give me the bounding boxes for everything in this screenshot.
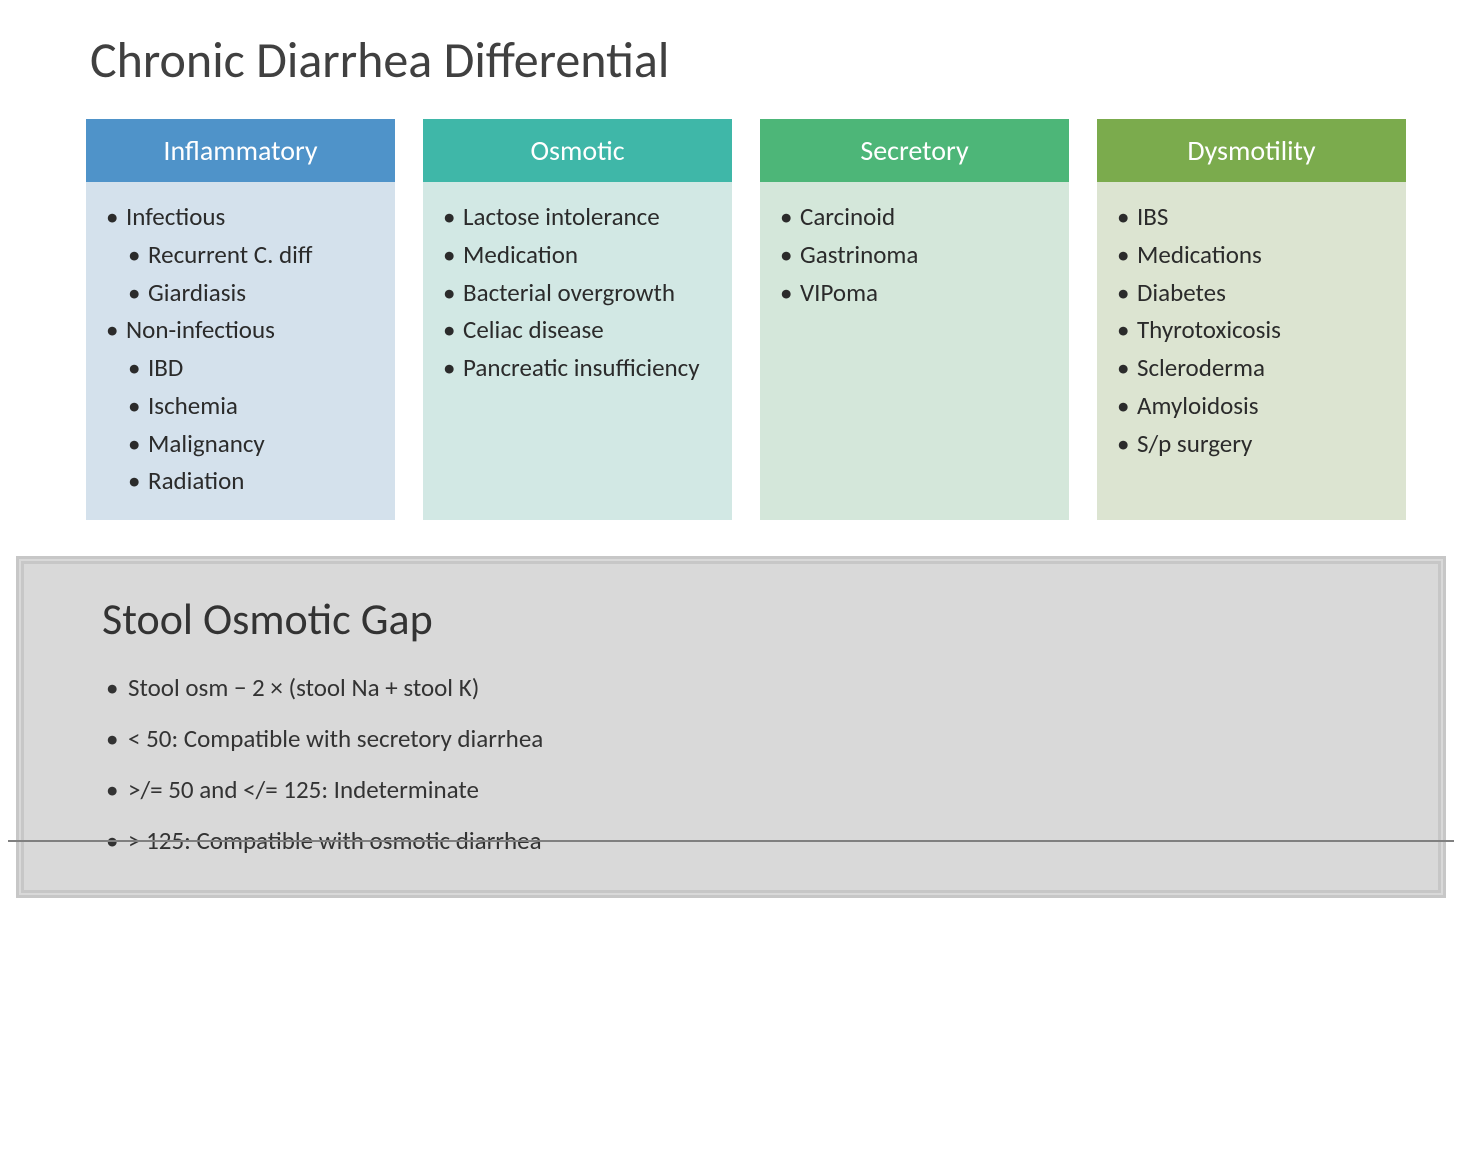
info-list-item: >/= 50 and </= 125: Indeterminate	[102, 774, 1378, 805]
list-item: IBS	[1115, 200, 1394, 234]
list-item: Malignancy	[126, 427, 383, 461]
list-item: Ischemia	[126, 389, 383, 423]
category-column: Secretory Carcinoid Gastrinoma VIPoma	[760, 119, 1069, 520]
list-item-label: Scleroderma	[1137, 352, 1265, 383]
column-list: Lactose intolerance Medication Bacterial o…	[441, 200, 720, 385]
list-item-label: Medication	[463, 239, 578, 270]
list-item-label: Diabetes	[1137, 277, 1226, 308]
info-list-item: Stool osm − 2 × (stool Na + stool K)	[102, 672, 1378, 703]
list-item: Infectious Recurrent C. diff Giardiasis	[104, 200, 383, 309]
list-item: S/p surgery	[1115, 427, 1394, 461]
list-item-label: Medications	[1137, 239, 1262, 270]
list-item: Giardiasis	[126, 276, 383, 310]
column-body: InfectiousRecurrent C. diffGiardiasisNon…	[86, 182, 395, 520]
list-item: Medication	[441, 238, 720, 272]
list-item: Recurrent C. diff	[126, 238, 383, 272]
list-item-label: Amyloidosis	[1137, 390, 1259, 421]
column-list: Carcinoid Gastrinoma VIPoma	[778, 200, 1057, 309]
column-body: Lactose intolerance Medication Bacterial o…	[423, 182, 732, 520]
column-body: Carcinoid Gastrinoma VIPoma	[760, 182, 1069, 520]
info-box-title: Stool Osmotic Gap	[102, 592, 1378, 646]
list-item: Medications	[1115, 238, 1394, 272]
list-item: VIPoma	[778, 276, 1057, 310]
list-item-label: Lactose intolerance	[463, 201, 660, 232]
list-item-label: Bacterial overgrowth	[463, 277, 675, 308]
list-item: Thyrotoxicosis	[1115, 313, 1394, 347]
column-body: IBS Medications Diabetes Thyrotoxicosis Scle…	[1097, 182, 1406, 520]
list-item-label: Non-infectious	[126, 314, 275, 345]
list-item-label: Pancreatic insufficiency	[463, 352, 700, 383]
column-list: InfectiousRecurrent C. diffGiardiasisNon…	[104, 200, 383, 498]
list-item: Lactose intolerance	[441, 200, 720, 234]
list-item: Diabetes	[1115, 276, 1394, 310]
column-header: Osmotic	[423, 119, 732, 182]
list-item: Scleroderma	[1115, 351, 1394, 385]
list-item-label: Thyrotoxicosis	[1137, 314, 1281, 345]
list-item: IBD	[126, 351, 383, 385]
list-item: Amyloidosis	[1115, 389, 1394, 423]
info-box-list: Stool osm − 2 × (stool Na + stool K) < 50…	[102, 672, 1378, 856]
list-item: Celiac disease	[441, 313, 720, 347]
list-item: Bacterial overgrowth	[441, 276, 720, 310]
column-header: Dysmotility	[1097, 119, 1406, 182]
list-item-label: Gastrinoma	[800, 239, 918, 270]
column-header: Secretory	[760, 119, 1069, 182]
list-item: Pancreatic insufficiency	[441, 351, 720, 385]
list-item-label: S/p surgery	[1137, 428, 1252, 459]
category-column: Inflammatory Infectious Recurrent C. diff G…	[86, 119, 395, 520]
info-list-item: < 50: Compatible with secretory diarrhea	[102, 723, 1378, 754]
column-list: IBS Medications Diabetes Thyrotoxicosis Scle…	[1115, 200, 1394, 460]
osmotic-gap-box: Stool Osmotic Gap Stool osm − 2 × (stool…	[16, 556, 1446, 898]
sub-list: Recurrent C. diff Giardiasis	[126, 238, 383, 310]
category-columns: Inflammatory Infectious Recurrent C. diff G…	[86, 119, 1406, 520]
page-title: Chronic Diarrhea Differential	[90, 30, 1462, 91]
list-item-label: IBS	[1137, 201, 1168, 232]
list-item-label: VIPoma	[800, 277, 878, 308]
list-item: Radiation	[126, 464, 383, 498]
list-item: Gastrinoma	[778, 238, 1057, 272]
list-item: Non-infectious IBD Ischemia MalignancyRadia…	[104, 313, 383, 498]
sub-list: IBD Ischemia MalignancyRadiation	[126, 351, 383, 498]
list-item-label: Carcinoid	[800, 201, 895, 232]
list-item: Carcinoid	[778, 200, 1057, 234]
list-item-label: Celiac disease	[463, 314, 604, 345]
divider-line	[8, 840, 1454, 842]
category-column: Osmotic Lactose intolerance Medication Bact…	[423, 119, 732, 520]
column-header: Inflammatory	[86, 119, 395, 182]
category-column: Dysmotility IBS Medications Diabetes Thyroto…	[1097, 119, 1406, 520]
list-item-label: Infectious	[126, 201, 225, 232]
